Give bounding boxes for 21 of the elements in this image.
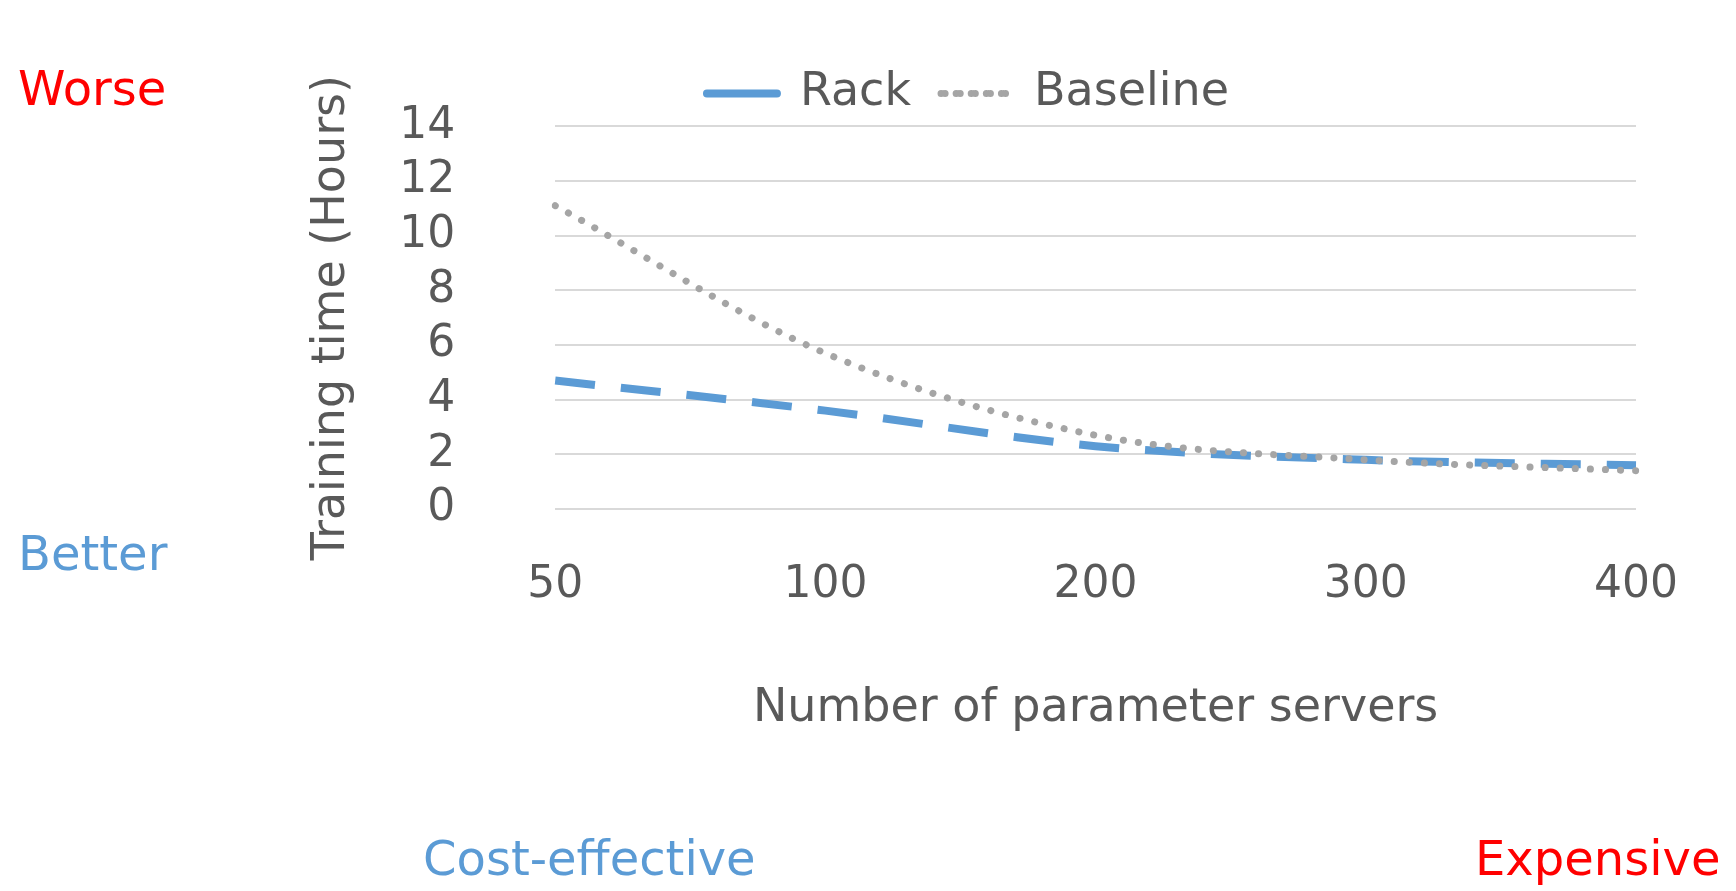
x-tick-label: 100 — [783, 555, 868, 607]
text: Worse — [18, 60, 167, 116]
y-tick-label: 14 — [399, 96, 456, 148]
y-axis-title: Training time (Hours) — [300, 75, 355, 562]
legend-label: Rack — [799, 62, 912, 117]
text: Cost-effective — [423, 830, 756, 886]
y-tick-label: 10 — [399, 206, 456, 258]
x-tick-label: 50 — [527, 555, 584, 607]
y-tick-label: 4 — [427, 370, 456, 422]
y-tick-label: 2 — [427, 424, 456, 476]
y-tick-label: 0 — [427, 479, 456, 531]
text: Better — [18, 525, 168, 581]
text: Expensive — [1475, 830, 1721, 886]
x-axis-title: Number of parameter servers — [752, 678, 1439, 733]
x-tick-label: 400 — [1594, 555, 1678, 607]
x-tick-label: 300 — [1323, 555, 1408, 607]
legend-label: Baseline — [1034, 62, 1230, 117]
x-tick-label: 200 — [1053, 555, 1138, 607]
y-tick-label: 8 — [427, 260, 456, 312]
y-tick-label: 6 — [427, 315, 456, 367]
y-tick-label: 12 — [399, 151, 456, 203]
